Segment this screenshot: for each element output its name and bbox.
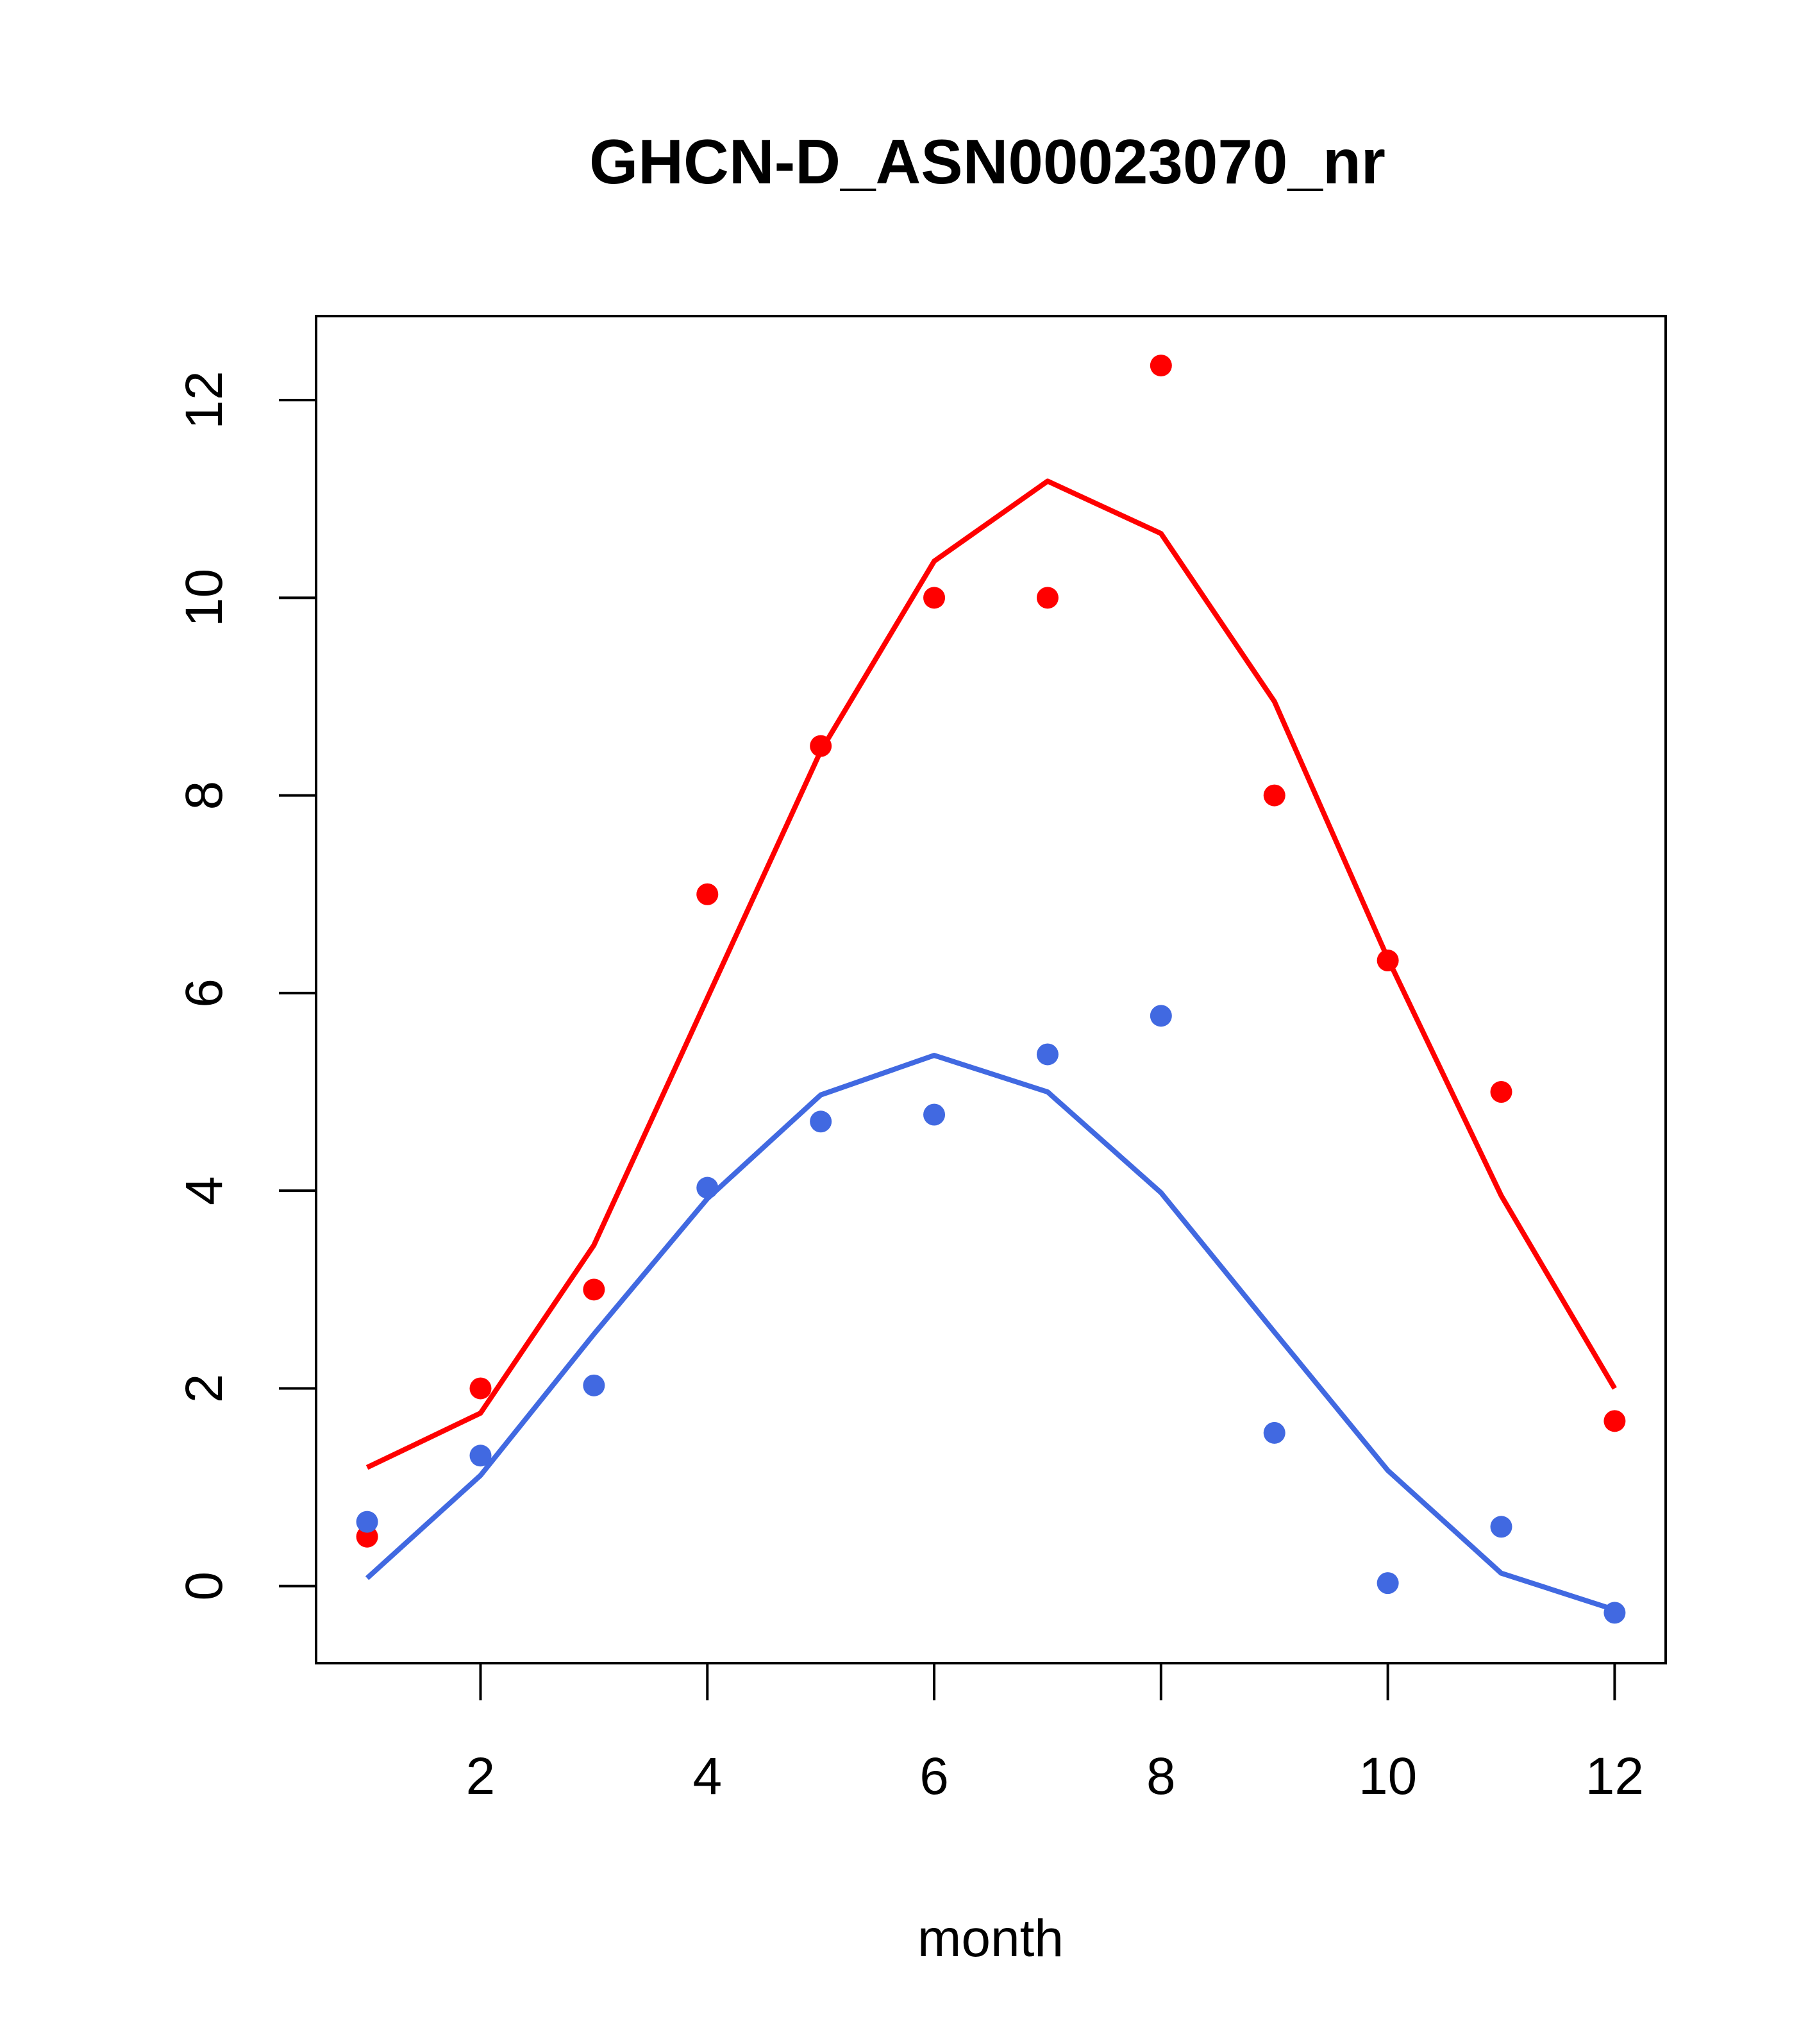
series-1-point — [469, 1377, 492, 1400]
series-1-point — [583, 1278, 605, 1301]
series-2-point — [810, 1110, 832, 1133]
series-1-point — [810, 735, 832, 757]
series-2-point — [1263, 1421, 1285, 1444]
y-tick-label: 0 — [175, 1571, 233, 1601]
series-2-point — [1150, 1005, 1172, 1027]
chart-title: GHCN-D_ASN00023070_nr — [589, 126, 1386, 197]
x-tick-label: 4 — [692, 1747, 722, 1805]
series-1-point — [1603, 1410, 1626, 1432]
series-2-point — [1603, 1602, 1626, 1624]
y-axis: 0 2 4 6 8 10 12 — [175, 371, 317, 1601]
x-axis: 2 4 6 8 10 12 — [466, 1662, 1644, 1805]
series-1-point — [1036, 587, 1059, 609]
series-2-point — [1036, 1043, 1059, 1066]
x-axis-label: month — [917, 1909, 1064, 1968]
series-2-point — [696, 1177, 719, 1199]
series-2-point — [583, 1374, 605, 1396]
y-tick-label: 4 — [175, 1176, 233, 1205]
series-1-point — [1490, 1081, 1512, 1103]
y-tick-label: 12 — [175, 371, 233, 429]
series-1-point — [1150, 355, 1172, 377]
series-2-point — [923, 1103, 946, 1126]
series-2-line — [365, 1053, 1616, 1613]
x-tick-label: 10 — [1359, 1747, 1417, 1805]
series-layer — [356, 355, 1626, 1624]
series-2-point — [1490, 1516, 1512, 1538]
series-1-point — [923, 587, 946, 609]
series-1-point — [696, 883, 719, 905]
x-tick-label: 8 — [1146, 1747, 1176, 1805]
series-2-point — [1377, 1572, 1399, 1595]
series-1-point — [1263, 784, 1285, 807]
y-tick-label: 6 — [175, 978, 233, 1008]
x-tick-label: 12 — [1586, 1747, 1644, 1805]
series-1-line — [365, 478, 1617, 1470]
x-tick-label: 6 — [919, 1747, 949, 1805]
series-2-point — [469, 1445, 492, 1467]
series-2-point — [356, 1511, 378, 1533]
x-tick-label: 2 — [466, 1747, 496, 1805]
y-tick-label: 2 — [175, 1374, 233, 1403]
y-tick-label: 10 — [175, 569, 233, 627]
y-tick-label: 8 — [175, 781, 233, 810]
series-1-point — [1377, 950, 1399, 972]
